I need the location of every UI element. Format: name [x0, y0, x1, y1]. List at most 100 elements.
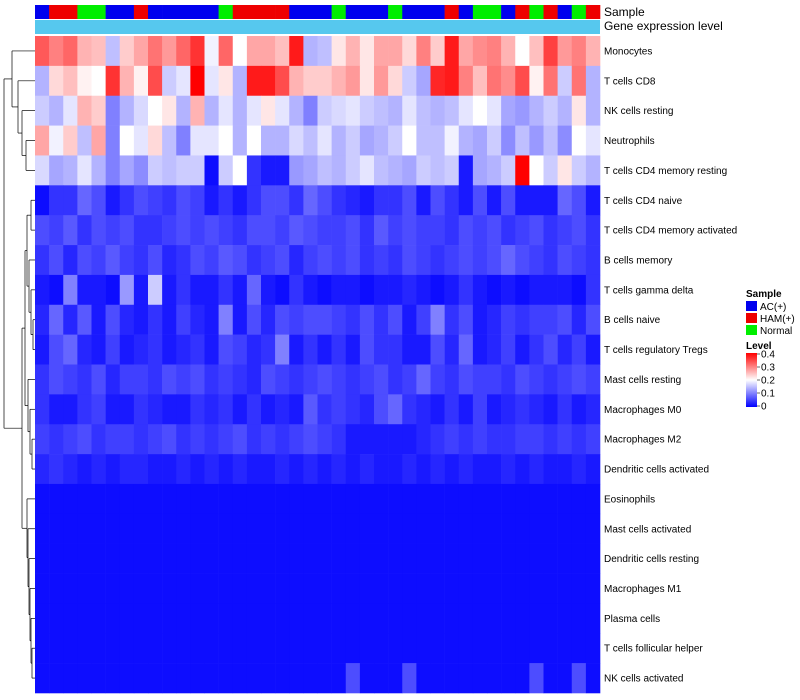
- heatmap-cell: [402, 334, 417, 365]
- heatmap-cell: [232, 633, 248, 664]
- heatmap-cell: [444, 633, 460, 664]
- heatmap-cell: [77, 95, 92, 126]
- heatmap-cell: [529, 185, 544, 216]
- heatmap-cell: [190, 274, 205, 306]
- heatmap-cell: [402, 424, 417, 455]
- heatmap-cell: [49, 155, 64, 186]
- heatmap-cell: [275, 483, 290, 515]
- heatmap-cell: [148, 274, 163, 306]
- heatmap-cell: [416, 274, 431, 306]
- heatmap-cell: [49, 245, 64, 276]
- legend-title-sample: Sample: [746, 289, 782, 300]
- heatmap-cell: [585, 274, 601, 306]
- heatmap-cell: [472, 334, 488, 365]
- heatmap-cell: [35, 513, 50, 544]
- heatmap-cell: [303, 633, 318, 664]
- heatmap-cell: [402, 304, 417, 335]
- heatmap-cell: [246, 245, 262, 276]
- heatmap-cell: [91, 304, 106, 335]
- heatmap-cell: [204, 36, 219, 67]
- legend-colorbar: [746, 353, 757, 407]
- heatmap-cell: [515, 364, 530, 395]
- heatmap-cell: [218, 65, 234, 97]
- heatmap-cell: [345, 424, 361, 455]
- heatmap-cell: [444, 513, 460, 544]
- heatmap-cell: [585, 633, 601, 664]
- heatmap-cell: [91, 573, 106, 604]
- heatmap-cell: [487, 454, 502, 485]
- heatmap-cell: [345, 364, 361, 395]
- heatmap-cell: [402, 185, 417, 216]
- heatmap-cell: [148, 424, 163, 455]
- heatmap-cell: [91, 215, 106, 246]
- heatmap-cell: [176, 424, 191, 455]
- heatmap-cell: [162, 394, 177, 425]
- heatmap-cell: [374, 155, 389, 186]
- heatmap-cell: [63, 65, 78, 97]
- heatmap-cell: [571, 603, 587, 634]
- heatmap-cell: [162, 454, 177, 485]
- heatmap-cell: [204, 603, 219, 634]
- heatmap-cell: [487, 394, 502, 425]
- heatmap-cell: [585, 215, 601, 246]
- heatmap-cell: [345, 663, 361, 694]
- heatmap-cell: [303, 364, 318, 395]
- heatmap-cell: [303, 543, 318, 574]
- heatmap-cell: [472, 364, 488, 395]
- heatmap-cell: [49, 65, 64, 97]
- gene-expression-annotation-bar: [35, 20, 600, 34]
- legend-level-ticks: 0.4 0.3 0.2 0.1 0: [757, 350, 775, 413]
- heatmap-cell: [345, 65, 361, 97]
- heatmap-cell: [416, 543, 431, 574]
- heatmap-cell: [261, 65, 276, 97]
- heatmap-cell: [162, 513, 177, 544]
- row-label-t-cells-cd4-naive: T cells CD4 naive: [604, 196, 683, 207]
- annotation-label-sample: Sample: [604, 5, 645, 19]
- heatmap-cell: [388, 483, 403, 515]
- heatmap-cell: [317, 603, 332, 634]
- heatmap-cell: [148, 513, 163, 544]
- heatmap-cell: [458, 394, 474, 425]
- heatmap-cell: [261, 394, 276, 425]
- heatmap-cell: [430, 125, 445, 156]
- heatmap-cell: [331, 215, 347, 246]
- heatmap-cell: [543, 394, 558, 425]
- heatmap-cell: [204, 364, 219, 395]
- heatmap-cell: [148, 155, 163, 186]
- heatmap-cell: [317, 543, 332, 574]
- heatmap-cell: [133, 155, 149, 186]
- heatmap-cell: [557, 513, 573, 544]
- heatmap-cell: [133, 185, 149, 216]
- sample-annotation-cell: [218, 5, 234, 19]
- heatmap-cell: [303, 95, 318, 126]
- heatmap-cell: [472, 65, 488, 97]
- heatmap-cell: [529, 513, 544, 544]
- heatmap-cell: [148, 573, 163, 604]
- heatmap-cell: [515, 454, 530, 485]
- heatmap-cell: [359, 364, 375, 395]
- heatmap-cell: [119, 663, 135, 694]
- heatmap-cell: [63, 304, 78, 335]
- heatmap-cell: [402, 543, 417, 574]
- heatmap-cell: [359, 513, 375, 544]
- heatmap-cell: [148, 36, 163, 67]
- heatmap-cell: [571, 95, 587, 126]
- heatmap-cell: [77, 65, 92, 97]
- heatmap-cell: [430, 424, 445, 455]
- row-label-dendritic-cells-activated: Dendritic cells activated: [604, 465, 709, 476]
- heatmap-cell: [557, 65, 573, 97]
- heatmap-cell: [35, 454, 50, 485]
- heatmap-cell: [289, 304, 304, 335]
- heatmap-cell: [571, 274, 587, 306]
- heatmap-cell: [275, 65, 290, 97]
- heatmap-cell: [218, 543, 234, 574]
- heatmap-cell: [303, 155, 318, 186]
- heatmap-cell: [444, 364, 460, 395]
- heatmap-cell: [472, 543, 488, 574]
- heatmap-cell: [345, 185, 361, 216]
- heatmap-cell: [246, 36, 262, 67]
- sample-annotation-cell: [402, 5, 417, 19]
- heatmap-cell: [232, 454, 248, 485]
- heatmap-cell: [571, 125, 587, 156]
- heatmap-cell: [529, 125, 544, 156]
